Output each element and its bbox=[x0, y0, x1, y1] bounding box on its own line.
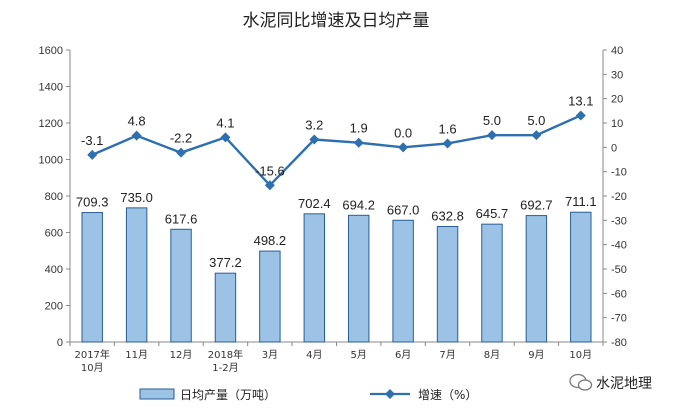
bar bbox=[347, 214, 370, 343]
legend-line-marker bbox=[385, 389, 395, 399]
x-tick-label: 2018年 bbox=[208, 348, 243, 361]
bar-data-label: 735.0 bbox=[120, 190, 153, 205]
bar-data-label: 645.7 bbox=[476, 206, 509, 221]
bar bbox=[436, 226, 459, 343]
y-right-tick-label: 20 bbox=[611, 94, 623, 106]
y-right-tick-label: -80 bbox=[611, 337, 627, 349]
y-right-tick-label: -50 bbox=[611, 264, 627, 276]
bar bbox=[259, 250, 281, 343]
y-left-tick-label: 1200 bbox=[39, 118, 63, 130]
x-tick-label: 11月 bbox=[125, 349, 148, 361]
x-tick-label: 2017年 bbox=[74, 348, 109, 361]
x-tick-label: 6月 bbox=[395, 349, 411, 361]
bar-data-label: 377.2 bbox=[209, 255, 242, 270]
bar-data-label: 632.8 bbox=[431, 209, 464, 224]
bar bbox=[125, 207, 148, 343]
y-right-tick-label: 40 bbox=[611, 45, 623, 57]
bar-data-label: 692.7 bbox=[520, 198, 553, 213]
x-tick-label: 3月 bbox=[262, 349, 278, 361]
bar bbox=[303, 213, 326, 343]
line-data-label: 4.8 bbox=[128, 114, 146, 129]
wechat-icon bbox=[569, 373, 593, 391]
line-point bbox=[353, 137, 364, 148]
line-data-label: 5.0 bbox=[527, 113, 545, 128]
y-right-tick-label: -30 bbox=[611, 215, 627, 227]
y-right-tick-label: 0 bbox=[611, 142, 617, 154]
y-right-tick-label: -60 bbox=[611, 288, 627, 300]
legend-item-bar: 日均产量（万吨） bbox=[139, 388, 276, 402]
bar-data-label: 667.0 bbox=[387, 202, 420, 217]
x-tick-label: 10月 bbox=[569, 349, 592, 361]
line-point bbox=[309, 134, 320, 145]
line-point bbox=[131, 130, 142, 141]
legend: 日均产量（万吨） 增速（%） bbox=[139, 388, 477, 402]
line-data-label: 5.0 bbox=[483, 113, 501, 128]
line-point bbox=[176, 147, 187, 158]
line-data-label: 1.6 bbox=[439, 121, 457, 136]
y-left-tick-label: 0 bbox=[57, 337, 63, 349]
line-point bbox=[531, 130, 542, 141]
line-point bbox=[398, 142, 409, 153]
x-tick-label: 10月 bbox=[81, 362, 104, 374]
x-tick-label: 1-2月 bbox=[212, 362, 238, 374]
bar bbox=[481, 223, 503, 343]
line-point bbox=[486, 130, 497, 141]
bar-data-label: 498.2 bbox=[254, 233, 287, 248]
y-left-tick-label: 1000 bbox=[39, 155, 63, 167]
line-data-label: -2.2 bbox=[170, 131, 192, 146]
y-left-tick-label: 1600 bbox=[39, 45, 63, 57]
x-tick-label: 5月 bbox=[351, 349, 367, 361]
legend-bar-swatch bbox=[139, 388, 175, 400]
bar-data-label: 617.6 bbox=[165, 211, 198, 226]
line-data-label: 0.0 bbox=[394, 125, 412, 140]
y-left-tick-label: 1400 bbox=[39, 82, 63, 94]
y-right-tick-label: -10 bbox=[611, 167, 627, 179]
bar-data-label: 702.4 bbox=[298, 196, 331, 211]
legend-line-label: 增速（%） bbox=[418, 388, 477, 402]
y-right-tick-label: -40 bbox=[611, 240, 627, 252]
growth-line bbox=[91, 114, 582, 188]
legend-item-line: 增速（%） bbox=[370, 388, 477, 402]
x-tick-label: 4月 bbox=[306, 349, 322, 361]
bar-data-label: 694.2 bbox=[342, 197, 375, 212]
y-left-tick-label: 800 bbox=[45, 191, 63, 203]
legend-bar-label: 日均产量（万吨） bbox=[180, 388, 276, 402]
line-point bbox=[264, 180, 275, 191]
bar-data-label: 711.1 bbox=[565, 194, 597, 209]
y-right-tick-label: -70 bbox=[611, 313, 627, 325]
line-data-label: 1.9 bbox=[350, 121, 368, 136]
line-point bbox=[220, 132, 231, 143]
line-data-label: -15.6 bbox=[255, 163, 285, 178]
chart-title: 水泥同比增速及日均产量 bbox=[243, 11, 430, 31]
bar bbox=[214, 272, 237, 343]
bar bbox=[81, 212, 103, 343]
x-tick-label: 12月 bbox=[170, 349, 193, 361]
line-point bbox=[575, 110, 586, 121]
y-right-tick-label: 10 bbox=[611, 118, 623, 130]
x-tick-label: 7月 bbox=[439, 349, 455, 361]
y-right-tick-label: 30 bbox=[611, 69, 623, 81]
watermark: 水泥地理 bbox=[569, 373, 652, 392]
plot-area: 02004006008001000120014001600-80-70-60-5… bbox=[39, 45, 627, 374]
y-left-tick-label: 600 bbox=[45, 228, 63, 240]
bar bbox=[170, 228, 192, 343]
watermark-text: 水泥地理 bbox=[596, 376, 652, 392]
line-point bbox=[87, 149, 98, 160]
bar-data-label: 709.3 bbox=[76, 195, 109, 210]
line-data-label: 13.1 bbox=[568, 93, 593, 108]
y-left-tick-label: 200 bbox=[45, 301, 63, 313]
line-data-label: 3.2 bbox=[305, 118, 323, 133]
x-tick-label: 9月 bbox=[528, 349, 544, 361]
bar bbox=[525, 215, 548, 343]
x-tick-label: 8月 bbox=[484, 349, 500, 361]
bar bbox=[570, 211, 592, 343]
y-right-tick-label: -20 bbox=[611, 191, 627, 203]
bar bbox=[392, 219, 414, 343]
line-data-label: -3.1 bbox=[81, 133, 103, 148]
y-left-tick-label: 400 bbox=[45, 264, 63, 276]
line-point bbox=[442, 138, 453, 149]
line-data-label: 4.1 bbox=[216, 115, 234, 130]
